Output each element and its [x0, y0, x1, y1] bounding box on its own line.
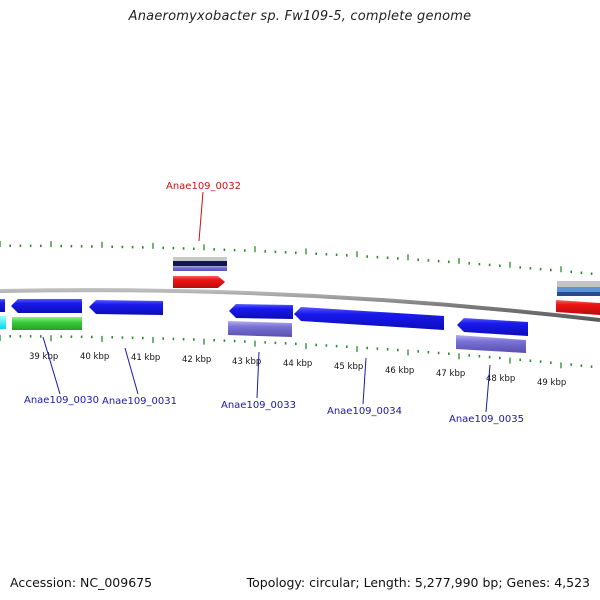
scale-label: 49 kbp	[537, 378, 566, 388]
accession-text: Accession: NC_009675	[10, 575, 153, 590]
genome-summary-text: Topology: circular; Length: 5,277,990 bp…	[246, 575, 590, 590]
scale-label: 44 kbp	[283, 359, 312, 369]
leader-line-0035	[485, 364, 491, 413]
gene-label-0033[interactable]: Anae109_0033	[221, 400, 296, 411]
gene-arrow-0033[interactable]	[229, 304, 293, 319]
gene-arrow-0030[interactable]	[11, 299, 82, 313]
gene-feature-grey[interactable]	[173, 257, 227, 261]
scale-label: 42 kbp	[182, 355, 211, 365]
outer-tick-ring	[0, 241, 593, 275]
forward-strand-genes	[173, 257, 600, 315]
gene-feature-green[interactable]	[12, 317, 82, 330]
scale-label: 43 kbp	[232, 357, 261, 367]
genome-backbone	[0, 288, 600, 322]
leader-line-0030	[42, 336, 61, 395]
gene-arrow-edge-left[interactable]	[0, 299, 5, 312]
gene-feature-steel-right[interactable]	[557, 287, 600, 292]
gene-labels: Anae109_0030 Anae109_0031 Anae109_0032 A…	[24, 181, 524, 425]
gene-arrow-0035[interactable]	[457, 318, 528, 336]
gene-feature-navy-right[interactable]	[557, 292, 600, 296]
leader-line-0032	[198, 191, 204, 242]
leader-line-0034	[362, 357, 367, 405]
reverse-strand-genes	[0, 299, 528, 353]
gene-arrow-0032[interactable]	[173, 276, 225, 288]
gene-arrow-0031[interactable]	[89, 300, 163, 315]
gene-arrow-0034[interactable]	[294, 307, 444, 330]
inner-tick-ring	[0, 335, 593, 369]
scale-label: 46 kbp	[385, 366, 414, 376]
gene-label-0032[interactable]: Anae109_0032	[166, 181, 241, 192]
gene-arrow-red-right[interactable]	[556, 300, 600, 315]
gene-feature-lavender-0035[interactable]	[456, 335, 526, 353]
leader-line-0031	[124, 347, 139, 395]
scale-label: 39 kbp	[29, 352, 58, 362]
gene-feature-lavender[interactable]	[173, 266, 227, 271]
gene-label-0030[interactable]: Anae109_0030	[24, 395, 99, 406]
gene-feature-navy[interactable]	[173, 261, 227, 266]
gene-label-0034[interactable]: Anae109_0034	[327, 406, 402, 417]
scale-label: 48 kbp	[486, 374, 515, 384]
gene-label-0031[interactable]: Anae109_0031	[102, 396, 177, 407]
gene-feature-lavender-0033[interactable]	[228, 321, 292, 337]
gene-feature-cyan[interactable]	[0, 316, 6, 329]
scale-label: 47 kbp	[436, 369, 465, 379]
label-leader-lines	[42, 191, 491, 413]
page-title: Anaeromyxobacter sp. Fw109-5, complete g…	[128, 9, 472, 24]
scale-label: 40 kbp	[80, 352, 109, 362]
scale-label: 41 kbp	[131, 353, 160, 363]
gene-feature-grey-right[interactable]	[557, 281, 600, 287]
leader-line-0033	[256, 351, 260, 399]
scale-label: 45 kbp	[334, 362, 363, 372]
gene-label-0035[interactable]: Anae109_0035	[449, 414, 524, 425]
scale-labels: 39 kbp 40 kbp 41 kbp 42 kbp 43 kbp 44 kb…	[29, 352, 566, 388]
